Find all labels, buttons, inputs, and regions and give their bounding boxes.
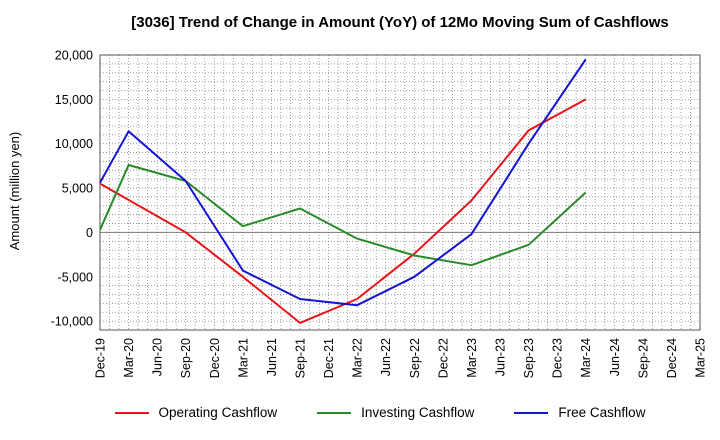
x-tick-label: Mar-25 — [694, 338, 708, 378]
legend: Operating Cashflow Investing Cashflow Free… — [0, 405, 720, 420]
x-tick-label: Sep-24 — [636, 338, 650, 378]
legend-swatch — [514, 411, 549, 414]
x-tick-label: Mar-21 — [236, 338, 250, 378]
x-tick-label: Dec-22 — [436, 338, 450, 378]
free-cashflow-line — [99, 58, 587, 307]
legend-item-investing-cashflow: Investing Cashflow — [317, 405, 474, 420]
x-tick-label: Sep-23 — [522, 338, 536, 378]
x-tick-label: Mar-20 — [122, 338, 136, 378]
tick-labels: -10,000 -5,000 0 5,000 10,000 15,000 20,000 Dec… — [51, 49, 708, 379]
y-tick-label: 10,000 — [55, 137, 93, 151]
x-tick-label: Sep-22 — [408, 338, 422, 378]
series-lines — [99, 58, 587, 324]
legend-label: Free Cashflow — [558, 405, 646, 420]
x-tick-label: Jun-21 — [265, 338, 279, 376]
x-tick-label: Jun-20 — [151, 338, 165, 376]
y-tick-label: 15,000 — [55, 93, 93, 107]
y-tick-label: -5,000 — [58, 270, 93, 284]
legend-item-free-cashflow: Free Cashflow — [514, 405, 645, 420]
axes — [99, 54, 701, 331]
x-tick-label: Dec-19 — [94, 338, 108, 378]
y-tick-label: 20,000 — [55, 49, 93, 63]
investing-cashflow-line — [99, 164, 587, 267]
legend-label: Operating Cashflow — [158, 405, 278, 420]
y-tick-label: 0 — [86, 226, 93, 240]
operating-cashflow-line — [99, 98, 587, 324]
x-tick-label: Dec-24 — [665, 338, 679, 378]
x-tick-label: Jun-23 — [494, 338, 508, 376]
legend-swatch — [317, 411, 352, 414]
y-tick-label: 5,000 — [62, 182, 93, 196]
x-tick-label: Mar-23 — [465, 338, 479, 378]
x-tick-label: Dec-20 — [208, 338, 222, 378]
x-tick-label: Jun-22 — [379, 338, 393, 376]
x-tick-label: Dec-23 — [551, 338, 565, 378]
grid — [99, 54, 701, 331]
x-tick-label: Jun-24 — [608, 338, 622, 376]
x-tick-label: Sep-20 — [179, 338, 193, 378]
x-tick-label: Sep-21 — [294, 338, 308, 378]
x-tick-label: Mar-24 — [579, 338, 593, 378]
legend-label: Investing Cashflow — [361, 405, 475, 420]
y-tick-label: -10,000 — [51, 315, 93, 329]
legend-item-operating-cashflow: Operating Cashflow — [114, 405, 278, 420]
y-axis-label: Amount (million yen) — [7, 132, 22, 251]
legend-swatch — [114, 411, 149, 414]
plot-frame — [99, 54, 701, 331]
chart-title: [3036] Trend of Change in Amount (YoY) o… — [131, 14, 669, 31]
x-tick-label: Mar-22 — [351, 338, 365, 378]
x-tick-label: Dec-21 — [322, 338, 336, 378]
